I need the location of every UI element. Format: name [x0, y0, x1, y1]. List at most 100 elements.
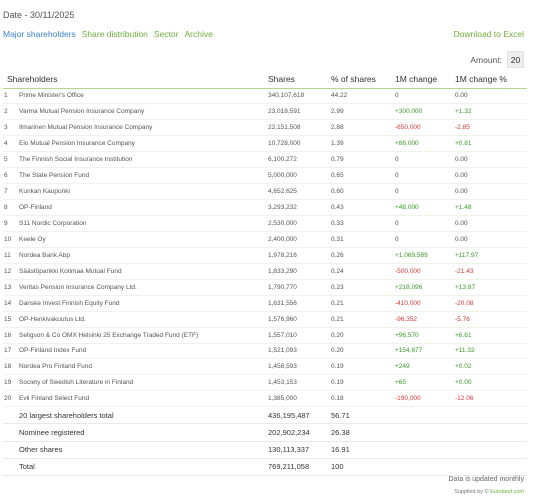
- shares-value: 10,728,000: [268, 135, 331, 153]
- percent-value: 0.43: [331, 199, 395, 216]
- row-rank: 5: [3, 151, 19, 169]
- shareholder-name: Kunkan Kaupunki: [19, 183, 268, 201]
- tab-share-distribution[interactable]: Share distribution: [81, 29, 148, 39]
- change-value: -410,000: [395, 295, 455, 312]
- change-value: -650,000: [395, 119, 455, 137]
- table-row: 18 Nordea Pro Finland Fund 1,458,593 0.19 +2…: [3, 358, 527, 376]
- tab-sector[interactable]: Sector: [153, 29, 179, 39]
- shareholder-name: OP-Henkivakuutus Ltd.: [19, 311, 268, 328]
- table-row: 12 Säästöpankki Kotimaa Mutual Fund 1,833,…: [3, 263, 527, 280]
- table-row: 17 OP-Finland Index Fund 1,521,093 0.20 +154…: [3, 343, 527, 360]
- shareholder-name: S11 Nordic Corporation: [19, 215, 268, 232]
- shareholder-name: Evli Finland Select Fund: [19, 390, 268, 408]
- row-rank: 16: [3, 327, 19, 344]
- change-value: -96,352: [395, 311, 455, 328]
- summary-label: Total: [19, 458, 268, 477]
- column-header-shareholders: Shareholders: [3, 71, 268, 89]
- table-row: 20 Evli Finland Select Fund 1,385,000 0.18-…: [3, 390, 527, 408]
- row-rank: 17: [3, 343, 19, 360]
- summary-percent: 16.91: [331, 441, 395, 459]
- change-value: +154,677: [395, 343, 455, 360]
- shares-value: 2,530,000: [268, 215, 331, 232]
- shares-value: 2,400,000: [268, 231, 331, 248]
- shares-value: 1,458,593: [268, 358, 331, 376]
- change-percent-value: -12.06: [455, 390, 527, 408]
- amount-select[interactable]: 20: [507, 51, 524, 68]
- shares-value: 4,652,625: [268, 183, 331, 201]
- change-value: +218,096: [395, 279, 455, 296]
- shares-value: 1,521,093: [268, 343, 331, 360]
- percent-value: 0.65: [331, 167, 395, 185]
- change-value: +65: [395, 374, 455, 392]
- summary-row: 20 largest shareholders total 436,195,487…: [3, 406, 527, 425]
- summary-row: Nominee registered 202,902,234 26.38: [3, 423, 527, 442]
- change-percent-value: -5.76: [455, 311, 527, 328]
- percent-value: 0.19: [331, 374, 395, 392]
- summary-label: Nominee registered: [19, 423, 268, 442]
- supplier-prefix: Supplied by ©: [454, 489, 489, 495]
- shareholder-name: Prime Minister's Office: [19, 88, 268, 105]
- shareholder-name: The State Pension Fund: [19, 167, 268, 185]
- download-excel-link[interactable]: Download to Excel: [453, 29, 524, 39]
- amount-label: Amount:: [470, 54, 502, 65]
- shares-value: 1,385,000: [268, 390, 331, 408]
- percent-value: 0.26: [331, 247, 395, 264]
- tab-major-shareholders[interactable]: Major shareholders: [3, 29, 76, 39]
- change-value: -500,000: [395, 263, 455, 280]
- shareholder-name: Veritas Pension Insurance Company Ltd.: [19, 279, 268, 296]
- row-rank: 12: [3, 263, 19, 280]
- percent-value: 0.33: [331, 215, 395, 232]
- row-rank: 15: [3, 311, 19, 328]
- table-row: 10 Keele Oy 2,400,000 0.31 0 0.00: [3, 231, 527, 248]
- table-header-row: Shareholders Shares % of shares 1M chang…: [3, 71, 527, 89]
- row-rank: 14: [3, 295, 19, 312]
- change-value: 0: [395, 88, 455, 105]
- table-row: 11 Nordea Bank Abp 1,978,216 0.26 +1,069,589…: [3, 247, 527, 264]
- row-rank: 6: [3, 167, 19, 185]
- change-percent-value: 0.00: [455, 167, 527, 185]
- table-row: 6 The State Pension Fund 5,000,000 0.65 0 0.0…: [3, 167, 527, 185]
- percent-value: 2.99: [331, 103, 395, 121]
- change-percent-value: +117.97: [455, 247, 527, 264]
- summary-percent: 26.38: [331, 423, 395, 442]
- change-percent-value: +0.81: [455, 135, 527, 153]
- date-label: Date - 30/11/2025: [3, 10, 75, 20]
- change-value: +96,570: [395, 327, 455, 344]
- shares-value: 6,100,272: [268, 151, 331, 169]
- shareholder-name: Ilmarinen Mutual Pension Insurance Compa…: [19, 119, 268, 137]
- change-value: 0: [395, 167, 455, 185]
- shareholder-name: Society of Swedish Literature in Finland: [19, 374, 268, 392]
- shares-value: 3,293,232: [268, 199, 331, 216]
- row-rank: 3: [3, 119, 19, 137]
- row-rank: 11: [3, 247, 19, 264]
- table-row: 3 Ilmarinen Mutual Pension Insurance Comp…: [3, 119, 527, 137]
- row-rank: 2: [3, 103, 19, 121]
- change-value: 0: [395, 151, 455, 169]
- shareholder-name: Nordea Bank Abp: [19, 247, 268, 264]
- summary-label: 20 largest shareholders total: [19, 406, 268, 425]
- shares-value: 1,790,770: [268, 279, 331, 296]
- change-value: 0: [395, 215, 455, 232]
- update-note: Data is updated monthly: [448, 476, 525, 483]
- table-row: 1 Prime Minister's Office 340,107,618 44.22…: [3, 88, 527, 105]
- change-value: 0: [395, 231, 455, 248]
- supplier-link[interactable]: Euroland.com: [490, 489, 524, 495]
- table-row: 16 Seligson & Co OMX Helsinki 25 Exchange…: [3, 327, 527, 344]
- shareholder-name: Varma Mutual Pension Insurance Company: [19, 103, 268, 121]
- percent-value: 0.19: [331, 358, 395, 376]
- change-percent-value: +0.02: [455, 358, 527, 376]
- shares-value: 1,576,960: [268, 311, 331, 328]
- column-header-shares: Shares: [268, 71, 331, 89]
- percent-value: 2.88: [331, 119, 395, 137]
- change-value: +300,000: [395, 103, 455, 121]
- change-percent-value: +1.48: [455, 199, 527, 216]
- change-value: 0: [395, 183, 455, 201]
- column-header-1m-change: 1M change: [395, 71, 455, 89]
- row-rank: 18: [3, 358, 19, 376]
- summary-percent: 56.71: [331, 406, 395, 425]
- tab-nav: Major shareholders Share distribution Se…: [3, 29, 213, 39]
- change-percent-value: -21.43: [455, 263, 527, 280]
- row-rank: 7: [3, 183, 19, 201]
- tab-archive[interactable]: Archive: [184, 29, 213, 39]
- percent-value: 0.79: [331, 151, 395, 169]
